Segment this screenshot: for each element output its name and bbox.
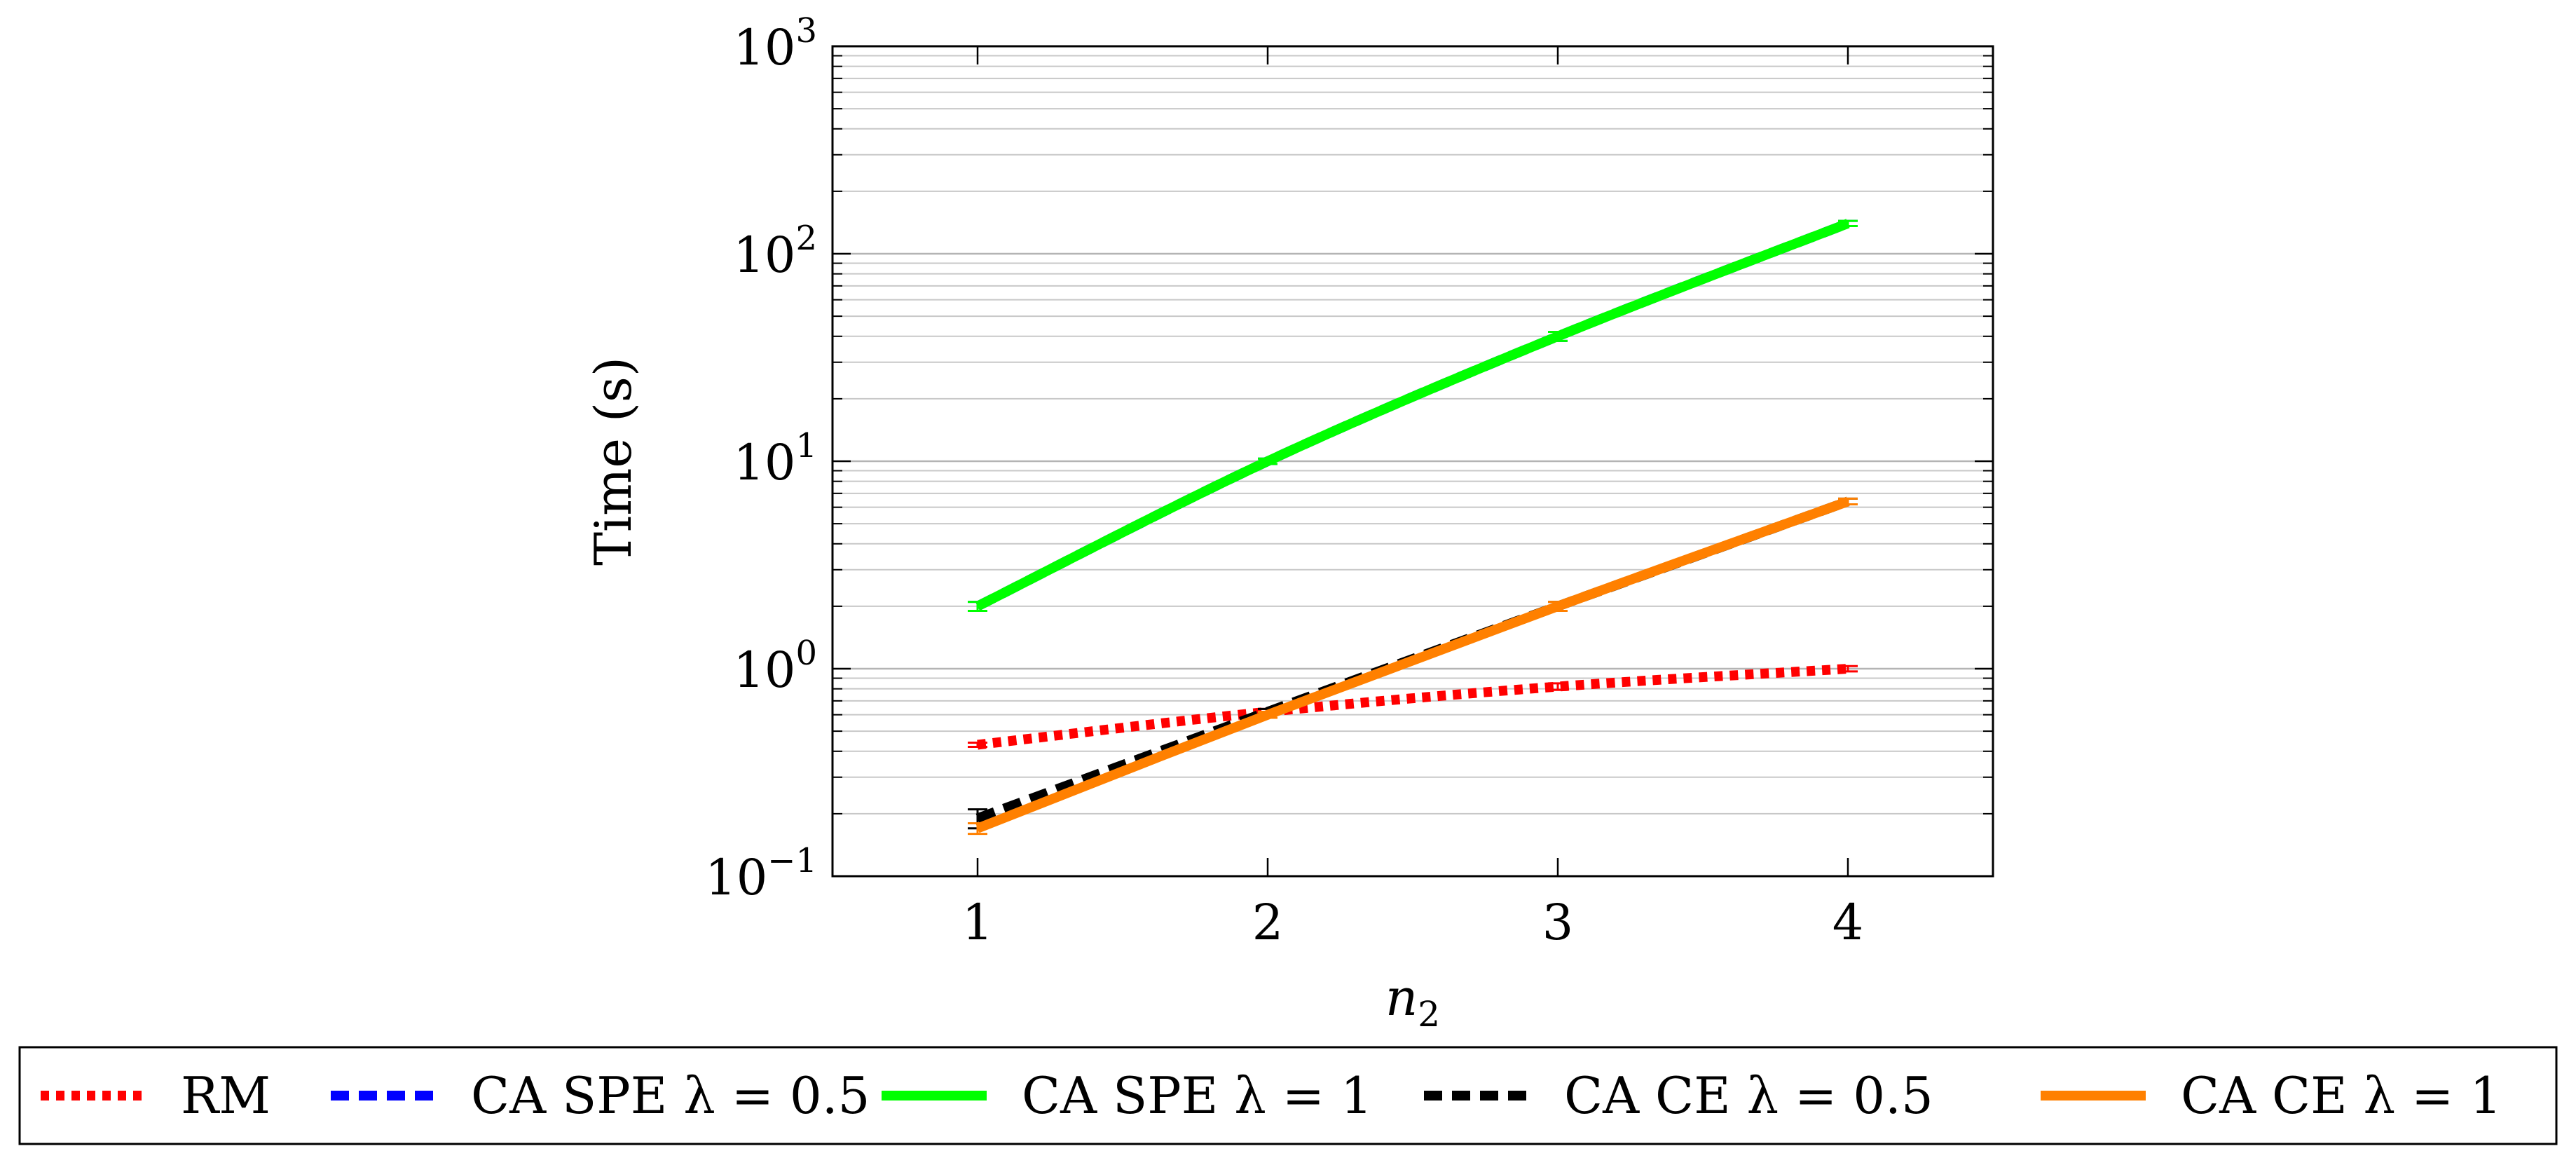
legend-item: CA CE λ = 1 <box>2041 1066 2502 1125</box>
series-ca-spe-lambda-1 <box>968 219 1858 612</box>
y-tick-exponent: 1 <box>795 426 817 465</box>
legend-label: CA SPE λ = 0.5 <box>471 1066 870 1125</box>
y-tick-base: 10 <box>733 641 795 699</box>
y-tick-base: 10 <box>733 226 795 284</box>
y-tick-exponent: 3 <box>795 11 817 50</box>
y-tick-label: 103 <box>733 11 817 76</box>
x-tick-label: 1 <box>962 894 994 951</box>
series-line <box>975 496 1850 833</box>
x-tick-label: 3 <box>1542 894 1574 951</box>
y-tick-exponent: 0 <box>795 634 817 673</box>
x-axis-label-main: n <box>1385 968 1418 1027</box>
legend-label: RM <box>181 1066 270 1125</box>
y-tick-base: 10 <box>733 19 795 76</box>
legend-item: RM <box>41 1066 270 1125</box>
y-tick-label: 101 <box>733 426 817 491</box>
series-layer <box>968 219 1858 836</box>
legend: RM CA SPE λ = 0.5 CA SPE λ = 1 CA CE λ = 0.… <box>18 1046 2558 1145</box>
legend-item: CA CE λ = 0.5 <box>1424 1066 1933 1125</box>
legend-label: CA CE λ = 1 <box>2181 1066 2502 1125</box>
legend-item: CA SPE λ = 0.5 <box>331 1066 870 1125</box>
y-axis-label: Time (s) <box>584 357 643 566</box>
legend-label: CA CE λ = 0.5 <box>1564 1066 1933 1125</box>
series-line <box>977 664 1849 750</box>
y-tick-label: 10−1 <box>705 841 817 906</box>
legend-item: CA SPE λ = 1 <box>882 1066 1373 1125</box>
series-line <box>975 219 1850 611</box>
series-ca-spe-lambda-0-5 <box>968 219 1858 612</box>
y-tick-label: 100 <box>733 634 817 699</box>
series-rm <box>968 664 1858 750</box>
legend-label: CA SPE λ = 1 <box>1022 1066 1373 1125</box>
y-tick-base: 10 <box>705 849 767 906</box>
y-tick-exponent: −1 <box>767 841 817 880</box>
y-tick-base: 10 <box>733 434 795 491</box>
ticks <box>833 45 1993 878</box>
series-ca-ce-lambda-1 <box>968 496 1858 836</box>
x-tick-label: 4 <box>1832 894 1864 951</box>
y-tick-label: 102 <box>733 219 817 284</box>
grid <box>833 45 1993 878</box>
x-tick-label: 2 <box>1252 894 1284 951</box>
x-axis-label: n2 <box>1385 968 1440 1035</box>
y-tick-exponent: 2 <box>795 219 817 258</box>
x-axis-label-sub: 2 <box>1418 994 1440 1035</box>
